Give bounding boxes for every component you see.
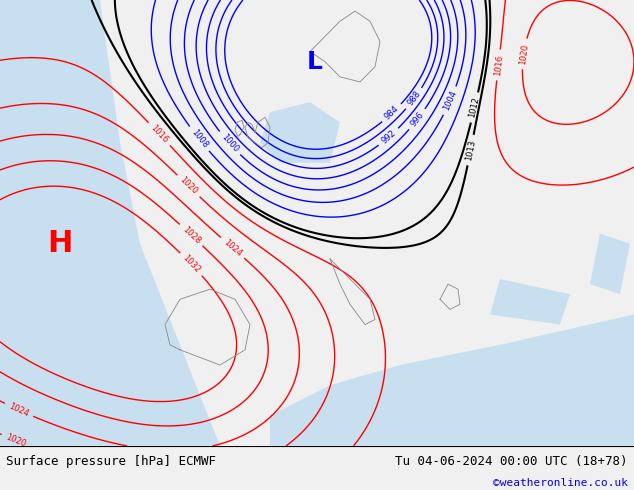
Text: H: H	[48, 229, 73, 258]
Text: Tu 04-06-2024 00:00 UTC (18+78): Tu 04-06-2024 00:00 UTC (18+78)	[395, 455, 628, 468]
Text: 1020: 1020	[518, 43, 530, 65]
Text: 988: 988	[406, 90, 422, 108]
Text: 996: 996	[409, 110, 426, 128]
Polygon shape	[270, 315, 634, 446]
Text: 1020: 1020	[4, 433, 27, 449]
Text: 1028: 1028	[180, 224, 202, 245]
Text: 1020: 1020	[178, 175, 199, 196]
Polygon shape	[590, 234, 630, 294]
Text: 1012: 1012	[468, 97, 481, 119]
Text: 1016: 1016	[149, 123, 170, 145]
Text: ©weatheronline.co.uk: ©weatheronline.co.uk	[493, 478, 628, 489]
Polygon shape	[0, 0, 220, 446]
Polygon shape	[490, 279, 570, 324]
Text: 1008: 1008	[189, 128, 209, 150]
Text: 1032: 1032	[181, 253, 202, 275]
Text: 992: 992	[380, 128, 398, 146]
Text: Surface pressure [hPa] ECMWF: Surface pressure [hPa] ECMWF	[6, 455, 216, 468]
Text: 1004: 1004	[442, 89, 458, 112]
Polygon shape	[260, 102, 340, 163]
Text: 1000: 1000	[219, 133, 240, 154]
Text: 1016: 1016	[493, 54, 504, 76]
Text: 1024: 1024	[222, 238, 243, 258]
Text: L: L	[307, 49, 323, 74]
Text: 1024: 1024	[8, 402, 30, 418]
Text: 1013: 1013	[464, 139, 477, 161]
Text: 984: 984	[383, 104, 401, 122]
